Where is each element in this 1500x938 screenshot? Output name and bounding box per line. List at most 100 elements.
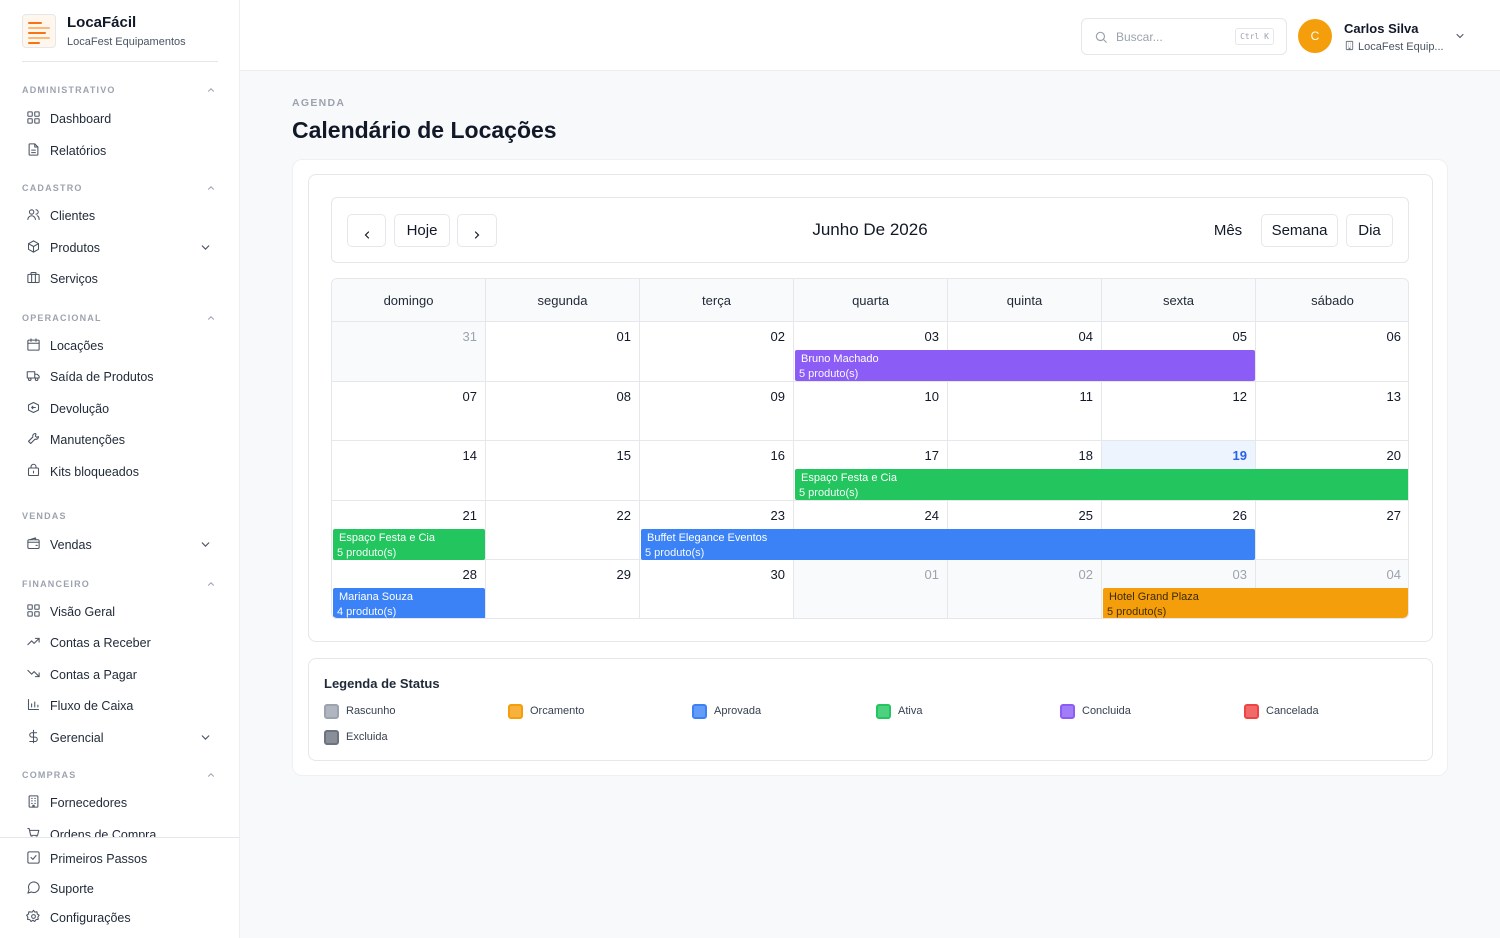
sidebar-item-locacoes[interactable]: Locações <box>22 333 218 359</box>
calendar-day[interactable]: 16 <box>640 441 794 501</box>
calendar-day[interactable]: 29 <box>486 560 640 618</box>
sidebar-item-primeiros-passos[interactable]: Primeiros Passos <box>22 846 218 872</box>
sidebar-item-devolucao[interactable]: Devolução <box>22 396 218 422</box>
chevron-down-icon[interactable] <box>199 731 212 744</box>
calendar-grid: domingo segunda terça quarta quinta sexta sába… <box>331 278 1409 619</box>
sidebar-item-suporte[interactable]: Suporte <box>22 876 218 902</box>
chevron-up-icon[interactable] <box>206 579 216 589</box>
section-administrativo[interactable]: ADMINISTRATIVO <box>22 82 218 98</box>
weekday-header: terça <box>640 279 794 322</box>
sidebar-item-label: Produtos <box>50 241 101 255</box>
section-financeiro[interactable]: FINANCEIRO <box>22 576 218 592</box>
chevron-up-icon[interactable] <box>206 85 216 95</box>
settings-icon <box>26 909 41 924</box>
view-month-button[interactable]: Mês <box>1200 214 1256 247</box>
chevron-up-icon[interactable] <box>206 313 216 323</box>
calendar-icon <box>26 337 41 352</box>
event-title: Hotel Grand Plaza <box>1109 591 1199 603</box>
section-compras[interactable]: COMPRAS <box>22 767 218 783</box>
calendar-day[interactable]: 12 <box>1102 381 1256 441</box>
calendar-day[interactable]: 21 <box>332 500 486 560</box>
calendar-day[interactable]: 09 <box>640 381 794 441</box>
calendar-day[interactable]: 07 <box>332 381 486 441</box>
chevron-left-icon <box>364 231 369 239</box>
view-day-button[interactable]: Dia <box>1346 214 1393 247</box>
sidebar-item-vendas[interactable]: Vendas <box>22 532 218 558</box>
sidebar-item-fluxo-de-caixa[interactable]: Fluxo de Caixa <box>22 693 218 719</box>
section-cadastro[interactable]: CADASTRO <box>22 180 218 196</box>
day-number: 06 <box>1386 329 1401 344</box>
next-month-button[interactable] <box>457 214 497 247</box>
chevron-down-icon[interactable] <box>199 538 212 551</box>
calendar-day[interactable]: 26 <box>1102 500 1256 560</box>
legend-label: Cancelada <box>1266 705 1319 717</box>
sidebar-item-saida-de-produtos[interactable]: Saída de Produtos <box>22 364 218 390</box>
sidebar-item-configuracoes[interactable]: Configurações <box>22 905 218 931</box>
chevron-down-icon[interactable] <box>199 241 212 254</box>
calendar-day[interactable]: 20 <box>1256 441 1408 501</box>
blocked-kit-icon <box>26 463 41 478</box>
view-week-button[interactable]: Semana <box>1261 214 1338 247</box>
user-menu-chevron-down-icon[interactable] <box>1454 30 1466 42</box>
event-subtitle: 5 produto(s) <box>1107 606 1167 618</box>
event-bar[interactable]: Buffet Elegance Eventos 5 produto(s) <box>641 528 1255 560</box>
day-number: 03 <box>1232 567 1247 582</box>
event-bar[interactable]: Espaço Festa e Cia 5 produto(s) <box>795 469 1408 500</box>
user-name[interactable]: Carlos Silva <box>1344 21 1419 36</box>
sidebar-item-clientes[interactable]: Clientes <box>22 203 218 229</box>
calendar-day[interactable]: 05 <box>1102 322 1256 382</box>
prev-month-button[interactable] <box>347 214 386 247</box>
calendar-day[interactable]: 13 <box>1256 382 1408 441</box>
avatar[interactable]: C <box>1298 19 1332 53</box>
day-number: 21 <box>462 507 477 523</box>
sidebar-item-servicos[interactable]: Serviços <box>22 266 218 292</box>
sidebar-item-label: Devolução <box>50 402 110 416</box>
event-title: Espaço Festa e Cia <box>339 531 435 544</box>
trending-down-icon <box>26 666 41 681</box>
calendar-day[interactable]: 06 <box>1256 322 1408 382</box>
building-icon <box>26 794 41 809</box>
sidebar-item-gerencial[interactable]: Gerencial <box>22 725 218 751</box>
calendar-day[interactable]: 28 <box>332 560 486 618</box>
sidebar-item-relatorios[interactable]: Relatórios <box>22 138 218 164</box>
event-bar[interactable]: Hotel Grand Plaza 5 produto(s) <box>1103 588 1408 618</box>
calendar-day[interactable]: 02 <box>948 560 1102 618</box>
event-bar[interactable]: Bruno Machado 5 produto(s) <box>795 350 1255 381</box>
sidebar-item-fornecedores[interactable]: Fornecedores <box>22 790 218 816</box>
calendar-day[interactable]: 31 <box>332 322 486 382</box>
calendar-day[interactable]: 02 <box>640 322 794 382</box>
sidebar-item-visao-geral[interactable]: Visão Geral <box>22 599 218 625</box>
calendar-day[interactable]: 10 <box>794 381 948 441</box>
calendar-day[interactable]: 14 <box>332 441 486 501</box>
calendar-day[interactable]: 15 <box>486 441 640 501</box>
sidebar-item-contas-a-pagar[interactable]: Contas a Pagar <box>22 662 218 688</box>
search-input[interactable]: Buscar... Ctrl K <box>1081 18 1287 55</box>
calendar-day[interactable]: 27 <box>1256 501 1408 560</box>
calendar-day[interactable]: 08 <box>486 381 640 441</box>
event-bar[interactable]: Espaço Festa e Cia 5 produto(s) <box>333 528 485 560</box>
day-number: 19 <box>1232 448 1247 463</box>
today-button[interactable]: Hoje <box>394 214 450 247</box>
legend-swatch <box>692 704 707 719</box>
calendar-day[interactable]: 30 <box>640 560 794 618</box>
brand[interactable]: LocaFácil LocaFest Equipamentos <box>22 12 218 62</box>
event-bar[interactable]: Mariana Souza 4 produto(s) <box>333 588 485 618</box>
calendar-day[interactable]: 11 <box>948 381 1102 441</box>
calendar-day[interactable]: 01 <box>486 322 640 382</box>
package-return-icon <box>26 400 41 415</box>
sidebar-item-produtos[interactable]: Produtos <box>22 235 218 261</box>
chevron-up-icon[interactable] <box>206 770 216 780</box>
calendar-day[interactable]: 22 <box>486 500 640 560</box>
sidebar-item-label: Configurações <box>50 911 131 925</box>
section-operacional[interactable]: OPERACIONAL <box>22 310 218 326</box>
event-subtitle: 5 produto(s) <box>799 368 859 380</box>
sidebar-item-kits-bloqueados[interactable]: Kits bloqueados <box>22 459 218 485</box>
section-vendas[interactable]: VENDAS <box>22 508 218 524</box>
building-icon <box>1344 40 1355 51</box>
sidebar-item-manutencoes[interactable]: Manutenções <box>22 427 218 453</box>
day-number: 26 <box>1232 507 1247 523</box>
sidebar-item-contas-a-receber[interactable]: Contas a Receber <box>22 630 218 656</box>
calendar-day[interactable]: 01 <box>794 560 948 618</box>
chevron-up-icon[interactable] <box>206 183 216 193</box>
sidebar-item-dashboard[interactable]: Dashboard <box>22 106 218 132</box>
